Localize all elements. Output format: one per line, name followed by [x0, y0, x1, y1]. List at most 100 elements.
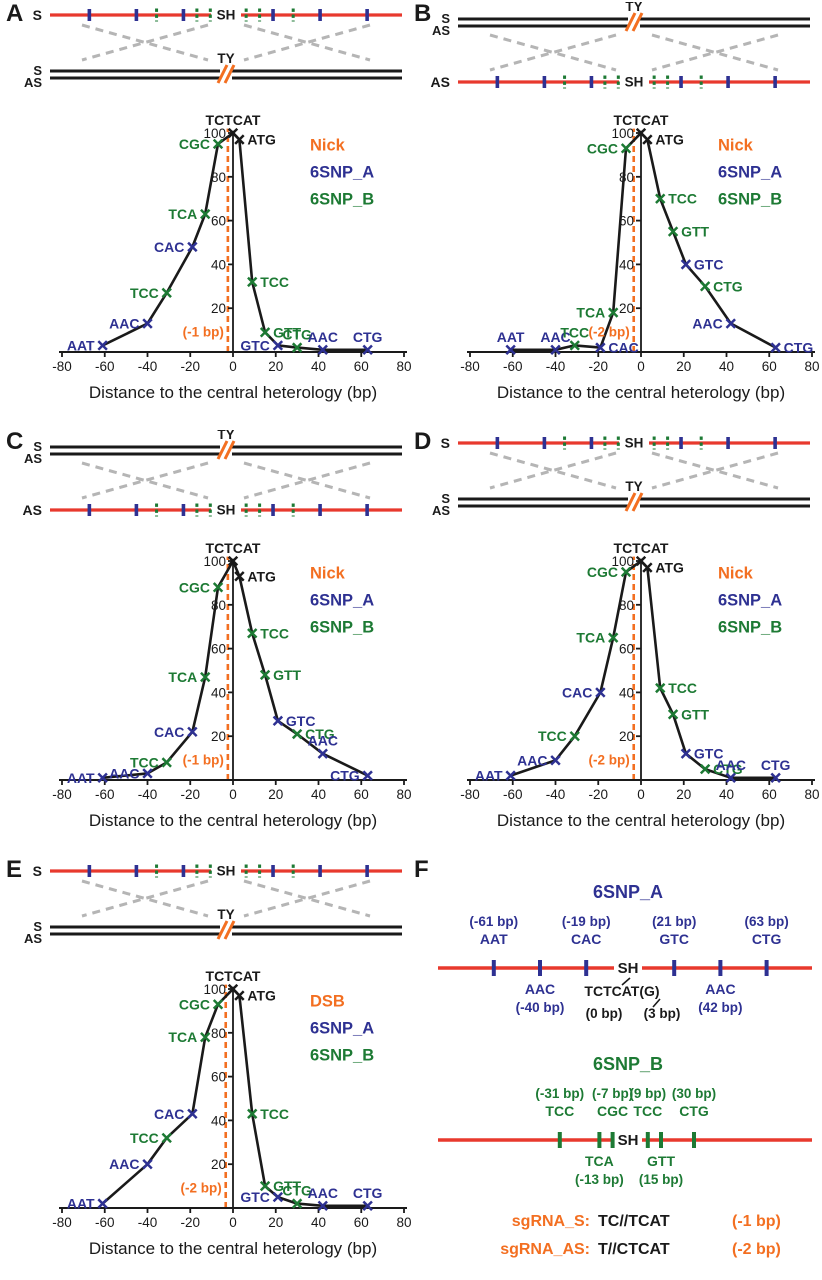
svg-text:100: 100	[611, 554, 634, 569]
svg-text:20: 20	[268, 1215, 283, 1230]
svg-text:AAC: AAC	[525, 981, 555, 997]
svg-text:Nick: Nick	[310, 565, 346, 583]
svg-text:TCA: TCA	[168, 1029, 197, 1045]
svg-text:(15 bp): (15 bp)	[639, 1172, 683, 1187]
crossover-lines	[81, 461, 371, 500]
axes: 20 40 60 80 100 -80 -60 -40 -20 0 20 40 60 80	[52, 126, 411, 374]
svg-text:CTG: CTG	[282, 327, 312, 343]
svg-text:TY: TY	[625, 479, 642, 494]
svg-text:CAC: CAC	[154, 724, 184, 740]
svg-text:6SNP_B: 6SNP_B	[310, 1047, 374, 1065]
svg-text:-20: -20	[180, 787, 200, 802]
panel-C: C S AS TY AS SH 20 40 60 80 100 -80 -60 -40 -20 0 20 40…	[4, 428, 412, 833]
crossover-lines	[81, 879, 371, 918]
data-points: AATAACTCCCACTCACGCTCTCATATGTCCGTTGTCCTGA…	[67, 112, 383, 355]
svg-text:0: 0	[229, 787, 237, 802]
svg-text:ATG: ATG	[247, 132, 276, 148]
svg-text:0: 0	[229, 1215, 237, 1230]
svg-text:AS: AS	[432, 503, 450, 518]
svg-text:ATG: ATG	[247, 568, 276, 584]
svg-text:80: 80	[211, 598, 226, 613]
svg-text:ATG: ATG	[655, 132, 684, 148]
panel-F: F 6SNP_A SH (-61 bp) AAT (-19 bp) CAC (21 bp) G…	[412, 856, 820, 1278]
svg-text:GTC: GTC	[240, 337, 270, 353]
svg-text:(-40 bp): (-40 bp)	[516, 1000, 565, 1015]
panel-letter-D: D	[414, 428, 432, 455]
svg-text:40: 40	[719, 787, 734, 802]
axes: 20 40 60 80 100 -80 -60 -40 -20 0 20 40 60 80	[52, 554, 411, 802]
svg-text:GTT: GTT	[681, 706, 709, 722]
svg-text:20: 20	[619, 301, 634, 316]
svg-text:S: S	[33, 919, 42, 934]
svg-text:Distance to the central hetero: Distance to the central heterology (bp)	[497, 383, 785, 402]
svg-text:6SNP_A: 6SNP_A	[310, 164, 374, 182]
svg-text:AAT: AAT	[497, 329, 525, 345]
svg-text:AS: AS	[24, 931, 42, 946]
legend: Nick 6SNP_A 6SNP_B	[718, 137, 782, 209]
svg-text:TCC: TCC	[633, 1103, 662, 1119]
recombination-chart-A: 20 40 60 80 100 -80 -60 -40 -20 0 20 40 60 80 AAT AAC TC…	[52, 112, 411, 402]
svg-text:6SNP_A: 6SNP_A	[718, 592, 782, 610]
svg-text:TY: TY	[217, 51, 234, 66]
svg-text:TCC: TCC	[260, 1106, 289, 1122]
svg-text:AS: AS	[23, 502, 42, 518]
svg-text:TCC: TCC	[130, 285, 159, 301]
axes: 20 40 60 80 100 -80 -60 -40 -20 0 20 40 60 80	[52, 982, 411, 1230]
panel-D: D S SH S AS TY 20 40 60 80 100 -80 -60 -40 -20 0 20 40 6…	[412, 428, 820, 833]
svg-text:GTT: GTT	[273, 667, 301, 683]
svg-text:CGC: CGC	[587, 140, 618, 156]
svg-text:AAC: AAC	[716, 757, 746, 773]
svg-text:20: 20	[211, 301, 226, 316]
svg-text:TCTCAT: TCTCAT	[206, 540, 261, 556]
svg-text:S: S	[441, 435, 450, 451]
svg-text:(-19 bp): (-19 bp)	[562, 914, 611, 929]
svg-text:TCC: TCC	[538, 728, 567, 744]
svg-text:CTG: CTG	[305, 726, 335, 742]
svg-text:AS: AS	[431, 74, 450, 90]
svg-text:Distance to the central hetero: Distance to the central heterology (bp)	[89, 383, 377, 402]
svg-text:40: 40	[311, 787, 326, 802]
svg-text:100: 100	[203, 554, 226, 569]
svg-text:60: 60	[762, 359, 777, 374]
snp-map: 6SNP_A SH (-61 bp) AAT (-19 bp) CAC (21 bp) GTC…	[438, 882, 812, 1021]
svg-text:TCC: TCC	[545, 1103, 574, 1119]
svg-text:TCA: TCA	[576, 305, 605, 321]
svg-text:60: 60	[211, 214, 226, 229]
svg-text:(-2 bp): (-2 bp)	[180, 1181, 221, 1196]
panel-letter-E: E	[6, 856, 23, 883]
panel-letter-F: F	[414, 856, 429, 883]
svg-text:CGC: CGC	[179, 996, 210, 1012]
svg-text:20: 20	[211, 1157, 226, 1172]
legend: Nick 6SNP_A 6SNP_B	[718, 565, 782, 637]
svg-text:20: 20	[268, 787, 283, 802]
svg-text:GTC: GTC	[240, 1189, 270, 1205]
svg-text:60: 60	[354, 359, 369, 374]
svg-text:60: 60	[762, 787, 777, 802]
svg-text:SH: SH	[217, 864, 236, 879]
svg-text:SH: SH	[217, 503, 236, 518]
sgrna-annotations: sgRNA_S: TC//TCAT (-1 bp) sgRNA_AS: T//CTCAT…	[500, 1213, 781, 1258]
svg-text:CTG: CTG	[761, 757, 791, 773]
svg-text:(63 bp): (63 bp)	[744, 914, 788, 929]
snp-map: 6SNP_BSH(-31 bp)TCC(-7 bp)CGC(9 bp)TCC(3…	[438, 1054, 812, 1187]
svg-text:TCTCAT: TCTCAT	[206, 112, 261, 128]
svg-text:GTT: GTT	[681, 224, 709, 240]
svg-text:TCA: TCA	[168, 669, 197, 685]
svg-text:TCTCAT: TCTCAT	[614, 112, 669, 128]
svg-text:-40: -40	[138, 1215, 158, 1230]
target-duplex: SAS TY	[432, 2, 810, 38]
svg-text:CAC: CAC	[608, 340, 638, 356]
svg-text:40: 40	[619, 685, 634, 700]
svg-text:TCA: TCA	[576, 630, 605, 646]
svg-text:S: S	[33, 863, 42, 879]
svg-text:80: 80	[396, 1215, 411, 1230]
heteroduplex-red-strand: AS SH	[23, 502, 402, 518]
svg-text:SH: SH	[625, 75, 644, 90]
svg-text:6SNP_B: 6SNP_B	[310, 619, 374, 637]
svg-text:40: 40	[311, 359, 326, 374]
svg-text:(-1 bp): (-1 bp)	[183, 753, 224, 768]
